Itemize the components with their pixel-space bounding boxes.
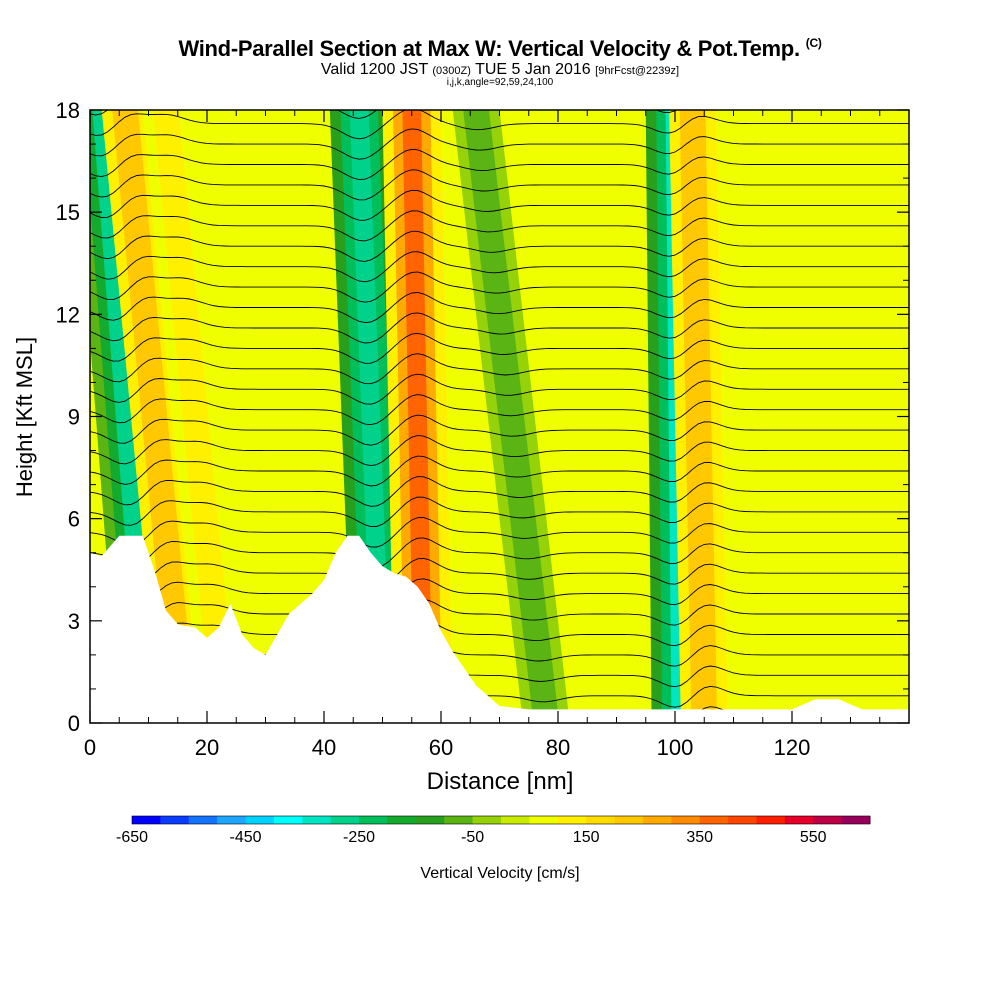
colorbar-tick-label: 150 bbox=[572, 829, 600, 846]
colorbar-tick-label: 350 bbox=[686, 829, 714, 846]
y-tick-label: 0 bbox=[68, 711, 80, 736]
colorbar-swatch bbox=[217, 816, 247, 824]
pot-temp-contour-10 bbox=[90, 496, 909, 528]
axis-ticks: 0 20 40 60 80 100 120 0 3 6 9 12 15 18 bbox=[56, 98, 909, 760]
colorbar-swatch bbox=[557, 816, 587, 824]
chart-subtitle: Valid 1200 JST (0300Z) TUE 5 Jan 2016 [9… bbox=[0, 61, 1000, 79]
pot-temp-contour-17 bbox=[90, 353, 909, 385]
colorbar-swatch bbox=[245, 816, 275, 824]
forecast-info: [9hrFcst@2239z] bbox=[595, 65, 680, 77]
y-tick-label: 3 bbox=[68, 609, 80, 634]
x-tick-label: 60 bbox=[429, 735, 453, 760]
colorbar-swatch bbox=[586, 816, 616, 824]
x-tick-label: 80 bbox=[546, 735, 570, 760]
pot-temp-contour-28 bbox=[90, 128, 909, 160]
colorbar-swatch bbox=[160, 816, 190, 824]
colorbar-swatch bbox=[415, 816, 445, 824]
pot-temp-contour-21 bbox=[90, 271, 909, 303]
colorbar-swatch bbox=[472, 816, 502, 824]
colorbar-swatch bbox=[302, 816, 332, 824]
colorbar-swatch bbox=[387, 816, 417, 824]
colorbar-swatch bbox=[642, 816, 672, 824]
pot-temp-contour-26 bbox=[90, 169, 909, 201]
chart-title: Wind-Parallel Section at Max W: Vertical… bbox=[178, 36, 822, 61]
y-axis-label: Height [Kft MSL] bbox=[12, 336, 37, 498]
pot-temp-contour-7 bbox=[90, 557, 909, 589]
pot-temp-contour-31 bbox=[90, 68, 909, 98]
plot-area bbox=[90, 68, 909, 723]
x-tick-label: 40 bbox=[312, 735, 336, 760]
colorbar-swatch bbox=[444, 816, 474, 824]
pot-temp-contour-12 bbox=[90, 455, 909, 487]
colorbar-swatch bbox=[132, 816, 161, 824]
velocity-band-4-level-2 bbox=[402, 110, 433, 723]
copyright-mark: (C) bbox=[805, 36, 822, 50]
colorbar-tick-label: 550 bbox=[799, 829, 827, 846]
colorbar-tick-label: -450 bbox=[229, 829, 262, 846]
pot-temp-contour-25 bbox=[90, 189, 909, 221]
colorbar-swatch bbox=[330, 816, 360, 824]
pot-temp-contour-15 bbox=[90, 394, 909, 426]
y-tick-label: 15 bbox=[56, 200, 80, 225]
colorbar bbox=[131, 815, 871, 825]
x-tick-label: 120 bbox=[774, 735, 811, 760]
pot-temp-contour-19 bbox=[90, 312, 909, 344]
colorbar-swatch bbox=[614, 816, 644, 824]
colorbar-swatch bbox=[529, 816, 559, 824]
pot-temp-contour-11 bbox=[90, 476, 909, 507]
colorbar-swatch bbox=[671, 816, 701, 824]
pot-temp-contour-24 bbox=[90, 210, 909, 242]
colorbar-frame bbox=[131, 815, 871, 825]
terrain-mask bbox=[90, 535, 909, 723]
colorbar-label: Vertical Velocity [cm/s] bbox=[420, 865, 580, 882]
colorbar-tick-label: -250 bbox=[343, 829, 376, 846]
y-tick-label: 6 bbox=[68, 507, 80, 532]
colorbar-swatch bbox=[359, 816, 388, 824]
pot-temp-contour-22 bbox=[90, 251, 909, 283]
pot-temp-contour-9 bbox=[90, 517, 909, 548]
valid-time: Valid 1200 JST bbox=[320, 61, 428, 78]
x-axis-label: Distance [nm] bbox=[426, 768, 574, 795]
y-tick-label: 18 bbox=[56, 98, 80, 123]
x-tick-label: 100 bbox=[657, 735, 694, 760]
pot-temp-contour-5 bbox=[90, 598, 909, 630]
pot-temp-contour-23 bbox=[90, 230, 909, 262]
colorbar-swatch bbox=[784, 816, 814, 824]
colorbar-swatch bbox=[728, 816, 757, 824]
y-tick-label: 12 bbox=[56, 302, 80, 327]
velocity-band-5-level-1 bbox=[463, 110, 560, 723]
colorbar-swatch bbox=[501, 816, 530, 824]
colorbar-swatch bbox=[756, 816, 786, 824]
section-params: i,j,k,angle=92,59,24,100 bbox=[446, 77, 554, 88]
y-tick-label: 9 bbox=[68, 405, 80, 430]
pot-temp-contour-16 bbox=[90, 373, 909, 405]
pot-temp-contour-20 bbox=[90, 292, 909, 324]
pot-temp-contour-8 bbox=[90, 537, 909, 569]
colorbar-swatch bbox=[273, 816, 303, 824]
pot-temp-contour-27 bbox=[90, 148, 909, 181]
colorbar-swatch bbox=[699, 816, 729, 824]
x-tick-label: 0 bbox=[84, 735, 96, 760]
pot-temp-contour-29 bbox=[90, 110, 909, 140]
pot-temp-contour-13 bbox=[90, 435, 909, 467]
colorbar-swatch bbox=[813, 816, 843, 824]
colorbar-tick-label: -50 bbox=[461, 829, 485, 846]
velocity-band-2-level-1 bbox=[153, 110, 238, 723]
pot-temp-contour-6 bbox=[90, 578, 909, 609]
x-tick-label: 20 bbox=[195, 735, 219, 760]
valid-date: TUE 5 Jan 2016 bbox=[475, 61, 591, 78]
colorbar-swatch bbox=[841, 816, 871, 824]
pot-temp-contour-18 bbox=[90, 332, 909, 364]
velocity-band-7-level-1 bbox=[679, 110, 718, 723]
colorbar-tick-label: -650 bbox=[115, 829, 149, 846]
valid-utc: (0300Z) bbox=[432, 65, 471, 77]
colorbar-swatch bbox=[188, 816, 218, 824]
pot-temp-contour-14 bbox=[90, 414, 909, 446]
